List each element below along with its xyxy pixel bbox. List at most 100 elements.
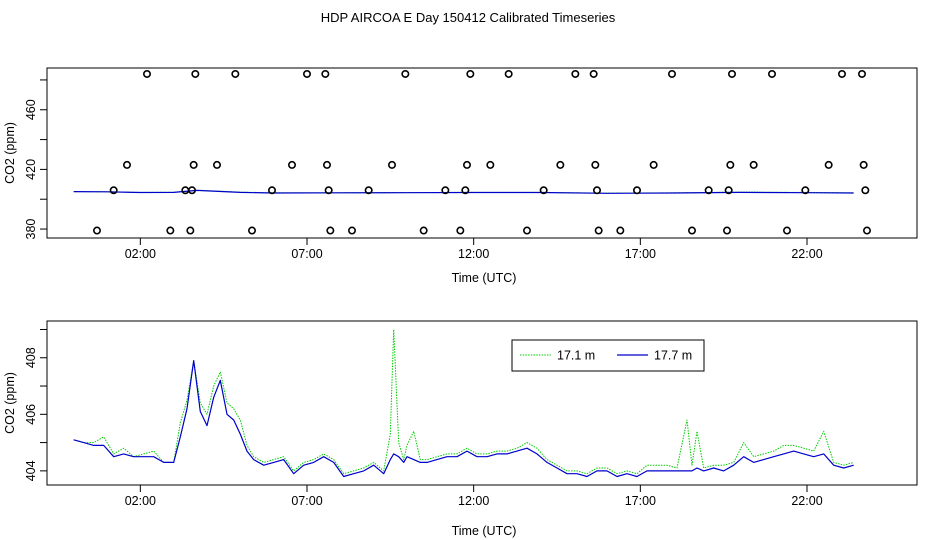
legend: 17.1 m 17.7 m xyxy=(511,339,705,372)
flag-point xyxy=(456,226,465,235)
bottom-panel: 02:00 07:00 12:00 17:00 22:00 404 406 408 Time… xyxy=(3,320,918,538)
x-tick-label: 17:00 xyxy=(625,494,656,508)
flag-point xyxy=(589,69,598,78)
flag-point xyxy=(667,69,676,78)
flag-point xyxy=(231,69,240,78)
flag-point xyxy=(556,160,565,169)
flag-point xyxy=(321,69,330,78)
flag-point xyxy=(181,186,190,195)
top-panel: 02:00 07:00 12:00 17:00 22:00 380 420 460 Time… xyxy=(3,67,918,285)
series-line-17-1-m xyxy=(73,329,854,475)
y-tick-label: 460 xyxy=(24,99,38,120)
x-tick-label: 22:00 xyxy=(791,494,822,508)
top-flag-points xyxy=(93,69,871,235)
flag-point xyxy=(302,69,311,78)
top-y-axis-label: CO2 (ppm) xyxy=(3,122,17,184)
flag-point xyxy=(727,69,736,78)
flag-point xyxy=(364,186,373,195)
top-plot-frame xyxy=(46,67,918,239)
flag-point xyxy=(109,186,118,195)
flag-point xyxy=(166,226,175,235)
flag-point xyxy=(387,160,396,169)
bottom-y-axis: 404 406 408 xyxy=(24,328,47,481)
flag-point xyxy=(461,186,470,195)
flag-point xyxy=(248,226,257,235)
figure-title: HDP AIRCOA E Day 150412 Calibrated Times… xyxy=(321,10,616,25)
flag-point xyxy=(466,69,475,78)
top-series-group xyxy=(73,189,854,194)
flag-point xyxy=(324,186,333,195)
x-tick-label: 17:00 xyxy=(625,247,656,261)
y-tick-label: 380 xyxy=(24,219,38,240)
legend-label-17-7m: 17.7 m xyxy=(654,349,692,363)
bottom-y-axis-label: CO2 (ppm) xyxy=(3,372,17,434)
flag-point xyxy=(189,160,198,169)
flag-point xyxy=(782,226,791,235)
x-tick-label: 02:00 xyxy=(125,247,156,261)
x-tick-label: 12:00 xyxy=(458,494,489,508)
top-y-axis: 380 420 460 xyxy=(24,79,47,240)
flag-point xyxy=(726,160,735,169)
flag-point xyxy=(571,69,580,78)
series-line-17-7-m xyxy=(73,189,854,194)
legend-label-17-1m: 17.1 m xyxy=(557,349,595,363)
bottom-x-axis-label: Time (UTC) xyxy=(452,524,517,538)
y-tick-label: 404 xyxy=(24,460,38,481)
flag-point xyxy=(191,69,200,78)
flag-point xyxy=(749,160,758,169)
flag-point xyxy=(188,186,197,195)
bottom-plot-frame xyxy=(46,320,918,486)
flag-point xyxy=(123,160,132,169)
flag-point xyxy=(401,69,410,78)
x-tick-label: 07:00 xyxy=(291,494,322,508)
flag-point xyxy=(213,160,222,169)
y-tick-label: 406 xyxy=(24,404,38,425)
flag-point xyxy=(143,69,152,78)
bottom-series-group xyxy=(73,329,854,478)
series-line-17-7-m xyxy=(73,360,854,478)
flag-point xyxy=(322,160,331,169)
flag-point xyxy=(594,226,603,235)
flag-point xyxy=(616,226,625,235)
flag-point xyxy=(441,186,450,195)
flag-point xyxy=(801,186,810,195)
flag-point xyxy=(287,160,296,169)
top-x-axis-label: Time (UTC) xyxy=(452,271,517,285)
flag-point xyxy=(857,69,866,78)
flag-point xyxy=(419,226,428,235)
flag-point xyxy=(687,226,696,235)
flag-point xyxy=(347,226,356,235)
x-tick-label: 02:00 xyxy=(125,494,156,508)
flag-point xyxy=(462,160,471,169)
flag-point xyxy=(326,226,335,235)
flag-point xyxy=(704,186,713,195)
legend-box xyxy=(511,339,705,372)
x-tick-label: 07:00 xyxy=(291,247,322,261)
x-tick-label: 12:00 xyxy=(458,247,489,261)
bottom-x-axis: 02:00 07:00 12:00 17:00 22:00 xyxy=(125,485,823,508)
flag-point xyxy=(539,186,548,195)
top-x-axis: 02:00 07:00 12:00 17:00 22:00 xyxy=(125,238,823,261)
flag-point xyxy=(592,186,601,195)
flag-point xyxy=(862,226,871,235)
x-tick-label: 22:00 xyxy=(791,247,822,261)
flag-point xyxy=(649,160,658,169)
flag-point xyxy=(837,69,846,78)
flag-point xyxy=(861,186,870,195)
flag-point xyxy=(522,226,531,235)
flag-point xyxy=(767,69,776,78)
y-tick-label: 408 xyxy=(24,347,38,368)
flag-point xyxy=(486,160,495,169)
y-tick-label: 420 xyxy=(24,159,38,180)
flag-point xyxy=(186,226,195,235)
flag-point xyxy=(267,186,276,195)
flag-point xyxy=(724,186,733,195)
flag-point xyxy=(93,226,102,235)
flag-point xyxy=(859,160,868,169)
flag-point xyxy=(591,160,600,169)
flag-point xyxy=(722,226,731,235)
flag-point xyxy=(632,186,641,195)
flag-point xyxy=(824,160,833,169)
flag-point xyxy=(504,69,513,78)
